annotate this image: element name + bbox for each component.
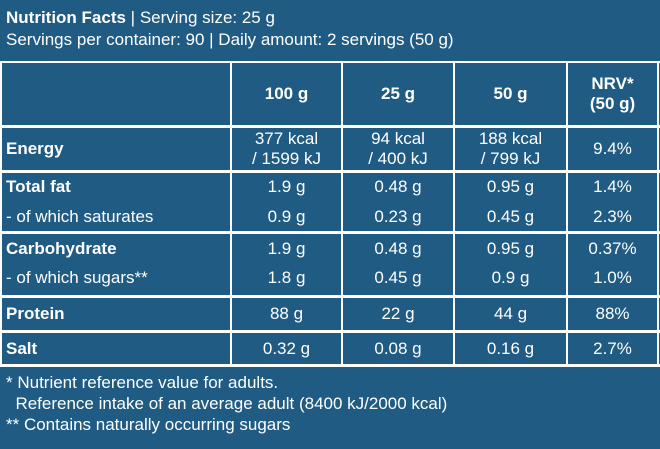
saturates-50g: 0.45 g xyxy=(486,207,535,226)
salt-nrv: 2.7% xyxy=(593,338,632,358)
energy-nrv: 9.4% xyxy=(593,139,632,158)
header-line-2: Servings per container: 90 | Daily amoun… xyxy=(6,30,454,49)
nrv-basis: (50 g) xyxy=(589,94,636,113)
col-divider-3 xyxy=(453,61,455,367)
footnotes: * Nutrient reference value for adults. R… xyxy=(6,372,447,435)
table-right-border xyxy=(657,61,659,367)
col-header-nrv: NRV* (50 g) xyxy=(568,63,657,125)
energy-100g-kcal: 377 kcal xyxy=(254,129,319,148)
sugars-100g: 1.8 g xyxy=(267,268,306,287)
saturates-nrv: 2.3% xyxy=(593,207,632,226)
table-bottom-border xyxy=(0,364,660,367)
protein-100g: 88 g xyxy=(269,304,304,323)
salt-50g: 0.16 g xyxy=(486,338,535,358)
sugars-50g: 0.9 g xyxy=(491,268,530,287)
col-divider-1 xyxy=(230,61,232,367)
salt-100g: 0.32 g xyxy=(262,338,311,358)
col-divider-2 xyxy=(341,61,343,367)
row-label-total-fat: Total fat xyxy=(6,177,71,196)
row-label-salt: Salt xyxy=(6,338,38,358)
carb-100g: 1.9 g xyxy=(267,239,306,258)
fat-row-divider xyxy=(0,231,660,234)
salt-25g: 0.08 g xyxy=(374,338,422,358)
carb-25g: 0.48 g xyxy=(374,239,422,258)
col-header-25g: 25 g xyxy=(380,84,416,103)
fat-100g: 1.9 g xyxy=(267,177,306,196)
row-label-sugars: - of which sugars** xyxy=(6,268,148,287)
fat-25g: 0.48 g xyxy=(374,177,422,196)
row-label-protein: Protein xyxy=(6,304,65,323)
energy-25g-kcal: 94 kcal xyxy=(371,129,425,148)
col-header-100g: 100 g xyxy=(264,84,309,103)
carb-nrv: 0.37% xyxy=(588,239,637,258)
fat-nrv: 1.4% xyxy=(593,177,632,196)
nutrition-facts-title: Nutrition Facts xyxy=(6,8,126,27)
protein-row-divider xyxy=(0,330,660,333)
row-label-saturates: - of which saturates xyxy=(6,207,154,226)
energy-row-divider xyxy=(0,170,660,173)
protein-nrv: 88% xyxy=(595,304,630,323)
footnote-nrv: * Nutrient reference value for adults. xyxy=(6,373,279,392)
energy-50g-kcal: 188 kcal xyxy=(478,129,543,148)
header-line-1: Nutrition Facts | Serving size: 25 g xyxy=(6,7,654,29)
col-header-50g: 50 g xyxy=(493,84,528,103)
energy-25g-kj: / 400 kJ xyxy=(368,149,428,168)
carb-row-divider xyxy=(0,295,660,298)
nrv-label: NRV* xyxy=(591,74,634,93)
protein-50g: 44 g xyxy=(493,304,528,323)
header-row-divider xyxy=(0,125,660,128)
energy-100g-kj: / 1599 kJ xyxy=(252,149,321,168)
footnote-sugars: ** Contains naturally occurring sugars xyxy=(6,415,291,434)
carb-50g: 0.95 g xyxy=(486,239,535,258)
energy-50g: 188 kcal / 799 kJ xyxy=(455,128,566,170)
saturates-25g: 0.23 g xyxy=(374,207,422,226)
fat-50g: 0.95 g xyxy=(486,177,535,196)
sugars-25g: 0.45 g xyxy=(374,268,422,287)
row-label-energy: Energy xyxy=(6,139,64,158)
energy-50g-kj: / 799 kJ xyxy=(480,149,541,168)
nutrition-header: Nutrition Facts | Serving size: 25 g Ser… xyxy=(0,0,660,60)
energy-25g: 94 kcal / 400 kJ xyxy=(343,128,453,170)
protein-25g: 22 g xyxy=(381,304,415,323)
footnote-reference-intake: Reference intake of an average adult (84… xyxy=(6,394,448,413)
saturates-100g: 0.9 g xyxy=(267,207,306,226)
serving-size: | Serving size: 25 g xyxy=(125,8,275,27)
table-top-border xyxy=(0,61,660,63)
col-divider-4 xyxy=(566,61,568,367)
sugars-nrv: 1.0% xyxy=(593,268,632,287)
table-left-border xyxy=(0,61,2,367)
row-label-carbohydrate: Carbohydrate xyxy=(6,239,117,258)
energy-100g: 377 kcal / 1599 kJ xyxy=(232,128,341,170)
